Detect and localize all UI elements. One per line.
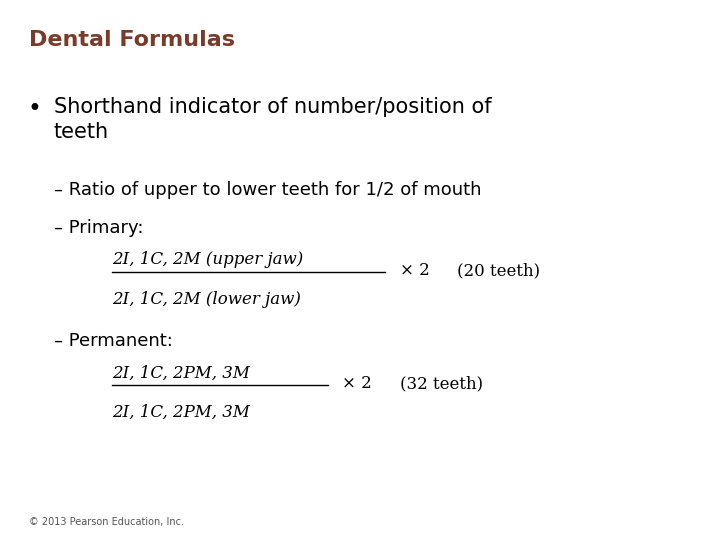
Text: (20 teeth): (20 teeth) xyxy=(457,262,540,279)
Text: – Permanent:: – Permanent: xyxy=(54,332,173,350)
Text: 2I, 1C, 2M (lower jaw): 2I, 1C, 2M (lower jaw) xyxy=(112,291,300,307)
Text: Dental Formulas: Dental Formulas xyxy=(29,30,235,50)
Text: © 2013 Pearson Education, Inc.: © 2013 Pearson Education, Inc. xyxy=(29,516,184,526)
Text: – Primary:: – Primary: xyxy=(54,219,143,237)
Text: •: • xyxy=(27,97,41,121)
Text: – Ratio of upper to lower teeth for 1/2 of mouth: – Ratio of upper to lower teeth for 1/2 … xyxy=(54,181,482,199)
Text: 2I, 1C, 2M (upper jaw): 2I, 1C, 2M (upper jaw) xyxy=(112,251,303,268)
Text: × 2: × 2 xyxy=(400,262,429,279)
Text: (32 teeth): (32 teeth) xyxy=(400,375,482,393)
Text: Shorthand indicator of number/position of
teeth: Shorthand indicator of number/position o… xyxy=(54,97,492,142)
Text: 2I, 1C, 2PM, 3M: 2I, 1C, 2PM, 3M xyxy=(112,404,249,421)
Text: 2I, 1C, 2PM, 3M: 2I, 1C, 2PM, 3M xyxy=(112,364,249,381)
Text: × 2: × 2 xyxy=(342,375,372,393)
